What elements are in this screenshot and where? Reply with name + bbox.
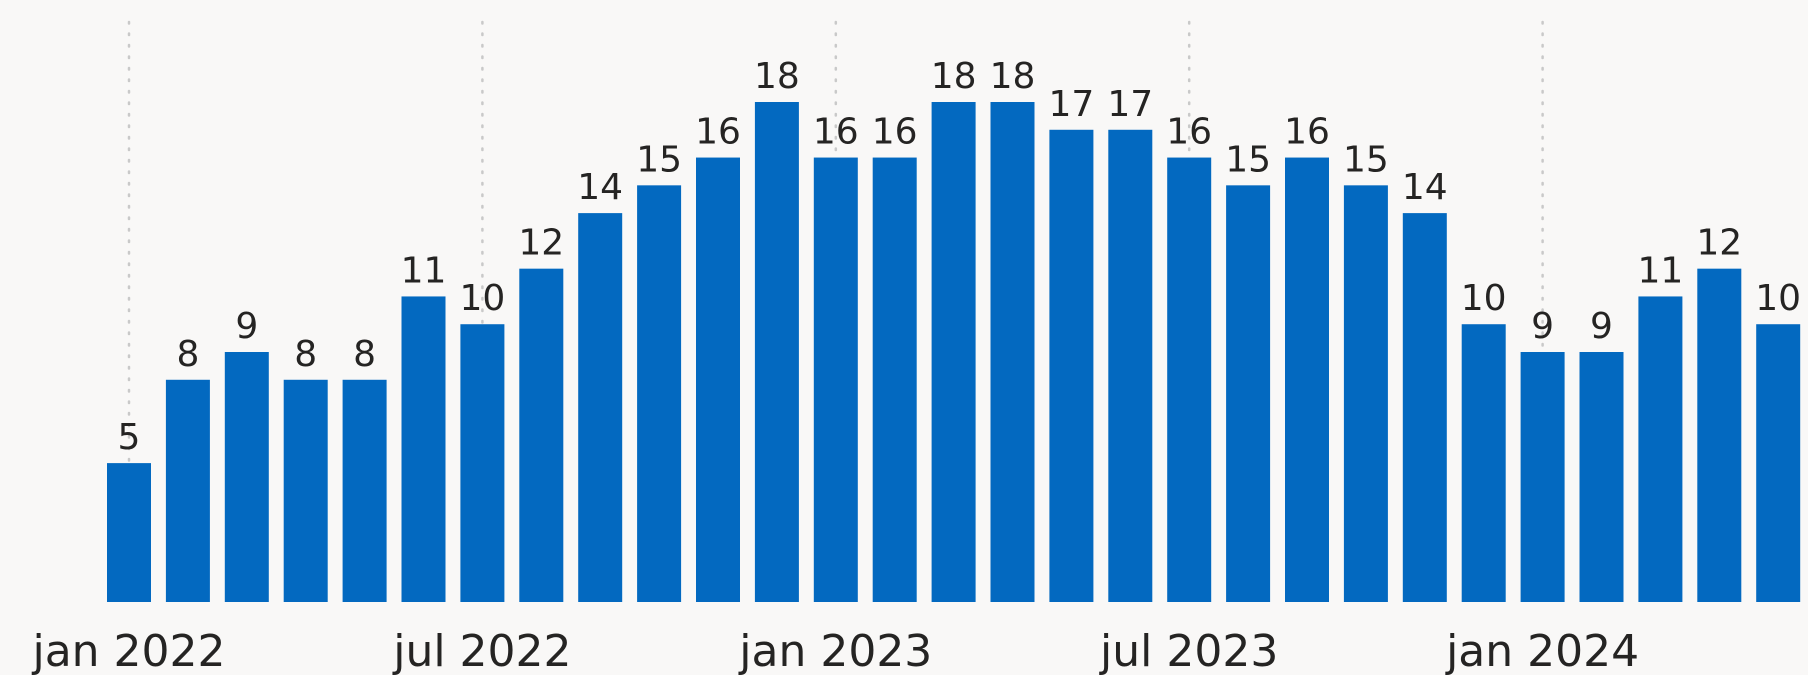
data-label-2024-02: 9 <box>1590 306 1613 347</box>
data-label-2023-12: 10 <box>1461 278 1507 319</box>
bar-2022-11[interactable] <box>696 157 740 603</box>
data-label-2023-06: 17 <box>1107 84 1153 125</box>
data-label-2022-07: 10 <box>459 278 505 319</box>
data-label-2024-05: 10 <box>1755 278 1801 319</box>
data-label-2023-11: 14 <box>1402 167 1448 208</box>
x-tick-label-0: jan 2022 <box>31 626 225 675</box>
x-tick-label-2: jan 2023 <box>738 626 932 675</box>
bar-2023-04[interactable] <box>990 102 1035 602</box>
bar-2024-02[interactable] <box>1579 352 1624 602</box>
bar-2023-12[interactable] <box>1461 324 1506 602</box>
bar-2022-08[interactable] <box>519 268 564 602</box>
data-label-2022-06: 11 <box>401 250 447 291</box>
bar-2022-05[interactable] <box>342 379 387 602</box>
data-label-2024-04: 12 <box>1696 223 1742 264</box>
data-label-2022-04: 8 <box>294 334 317 375</box>
bar-2023-08[interactable] <box>1226 185 1271 603</box>
bars <box>107 102 1801 603</box>
x-tick-label-3: jul 2023 <box>1099 626 1278 675</box>
data-label-2022-05: 8 <box>353 334 376 375</box>
bar-2023-07[interactable] <box>1167 157 1212 603</box>
x-tick-label-4: jan 2024 <box>1445 626 1639 675</box>
bar-2023-06[interactable] <box>1108 129 1153 602</box>
data-label-2023-10: 15 <box>1343 139 1389 180</box>
bar-2022-03[interactable] <box>224 352 269 602</box>
bar-2022-06[interactable] <box>401 296 446 602</box>
data-label-2023-08: 15 <box>1225 139 1271 180</box>
bar-2024-01[interactable] <box>1520 352 1565 602</box>
data-label-2023-03: 18 <box>931 56 977 97</box>
data-label-2023-02: 16 <box>872 112 918 153</box>
bar-2024-04[interactable] <box>1697 268 1742 602</box>
bar-2023-03[interactable] <box>931 102 976 602</box>
bar-2022-12[interactable] <box>754 102 799 602</box>
data-label-2022-08: 12 <box>518 223 564 264</box>
bar-2022-01[interactable] <box>107 463 151 602</box>
bar-2022-07[interactable] <box>460 324 505 602</box>
bar-2023-09[interactable] <box>1285 157 1329 603</box>
bar-2023-02[interactable] <box>872 157 917 603</box>
data-label-2022-09: 14 <box>577 167 623 208</box>
data-label-2022-10: 15 <box>636 139 682 180</box>
bar-2023-11[interactable] <box>1402 213 1447 602</box>
data-label-2023-05: 17 <box>1048 84 1094 125</box>
data-label-2022-02: 8 <box>176 334 199 375</box>
data-label-2022-03: 9 <box>235 306 258 347</box>
bar-2024-03[interactable] <box>1638 296 1683 602</box>
bar-2022-04[interactable] <box>283 379 328 602</box>
x-tick-label-1: jul 2022 <box>392 626 571 675</box>
data-label-2023-07: 16 <box>1166 112 1212 153</box>
data-label-2023-09: 16 <box>1284 112 1330 153</box>
bar-2022-10[interactable] <box>637 185 682 603</box>
bar-2023-10[interactable] <box>1343 185 1388 603</box>
bar-2022-02[interactable] <box>165 379 210 602</box>
data-label-2023-04: 18 <box>990 56 1036 97</box>
data-label-2023-01: 16 <box>813 112 859 153</box>
bar-2023-05[interactable] <box>1049 129 1094 602</box>
data-label-2022-11: 16 <box>695 112 741 153</box>
bar-2024-05[interactable] <box>1756 324 1801 602</box>
bar-2023-01[interactable] <box>813 157 858 603</box>
data-label-2024-01: 9 <box>1531 306 1554 347</box>
data-label-2022-12: 18 <box>754 56 800 97</box>
x-axis-tick-labels: jan 2022 jul 2022 jan 2023 jul 2023 jan 2024 <box>31 626 1639 675</box>
data-label-2024-03: 11 <box>1637 250 1683 291</box>
bar-2022-09[interactable] <box>578 213 623 602</box>
data-label-2022-01: 5 <box>118 417 141 458</box>
